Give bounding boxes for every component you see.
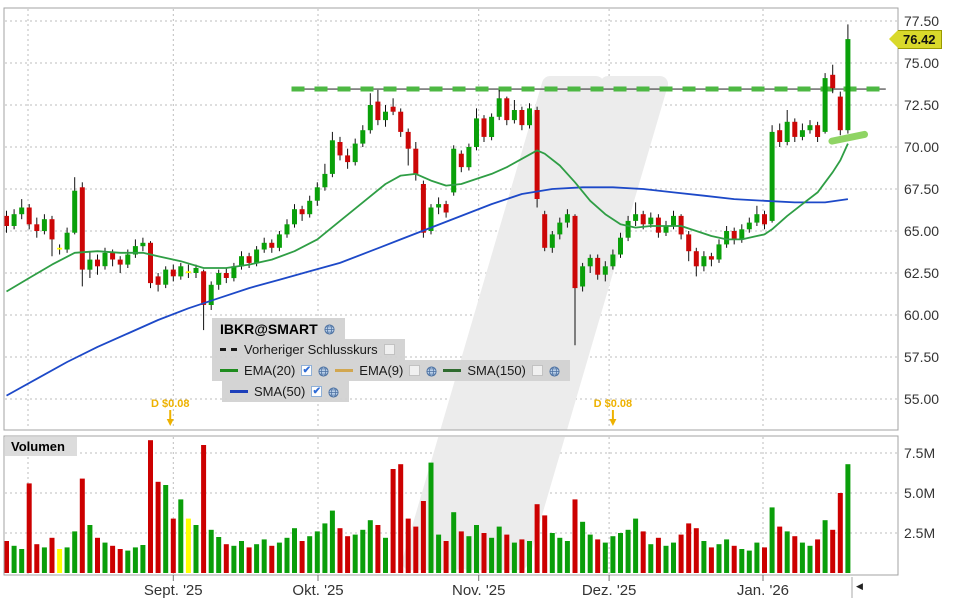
price-axis-label: 67.50: [904, 181, 940, 197]
month-ticks: [172, 575, 764, 581]
price-axis-label: 72.50: [904, 97, 940, 113]
volume-axis-label: 2.5M: [904, 525, 936, 541]
price-axis-label: 57.50: [904, 349, 940, 365]
legend-checkbox[interactable]: [409, 365, 421, 376]
globe-icon[interactable]: [324, 323, 335, 335]
last-price-tag: 76.42: [889, 29, 942, 49]
scroll-latest-arrow-icon[interactable]: ◀: [856, 581, 863, 591]
legend-label: SMA(150): [467, 363, 526, 378]
legend-title-row: IBKR@SMART: [212, 318, 345, 339]
legend-swatch: [220, 369, 238, 372]
globe-icon[interactable]: [318, 365, 329, 377]
legend-checkbox[interactable]: ✔: [311, 386, 323, 397]
price-tag-arrow-icon: [889, 30, 898, 49]
legend-label: Vorheriger Schlusskurs: [244, 342, 378, 357]
symbol-title: IBKR@SMART: [220, 320, 318, 337]
trendline-annotation[interactable]: [828, 130, 869, 145]
volume-axis-label: 5.0M: [904, 485, 936, 501]
legend: IBKR@SMART Vorheriger Schlusskurs EMA(20)…: [212, 318, 570, 402]
price-axis-label: 60.00: [904, 307, 940, 323]
legend-row: EMA(20) ✔ EMA(9) SMA(150): [212, 360, 570, 381]
price-axis-label: 70.00: [904, 139, 940, 155]
legend-swatch: [335, 369, 354, 372]
month-label: Dez. '25: [581, 582, 637, 599]
dividend-marker[interactable]: D $0.08: [151, 398, 190, 426]
price-axis-label: 65.00: [904, 223, 940, 239]
month-label: Sept. '25: [143, 582, 203, 599]
legend-checkbox[interactable]: ✔: [301, 365, 313, 376]
month-label: Okt. '25: [292, 582, 344, 599]
legend-swatch: [443, 369, 462, 372]
legend-label: EMA(9): [359, 363, 404, 378]
legend-row: Vorheriger Schlusskurs: [212, 339, 405, 360]
month-label: Jan. '26: [736, 582, 790, 599]
watermark-logo: [440, 76, 668, 430]
price-axis-label: 77.50: [904, 13, 940, 29]
dividend-marker[interactable]: D $0.08: [594, 398, 633, 426]
globe-icon[interactable]: [549, 365, 560, 377]
price-axis-label: 62.50: [904, 265, 940, 281]
svg-text:D $0.08: D $0.08: [151, 398, 190, 410]
month-label: Nov. '25: [451, 582, 506, 599]
legend-checkbox[interactable]: [531, 365, 543, 376]
volume-panel-title: Volumen: [5, 437, 77, 456]
ema20-line: [6, 143, 849, 293]
legend-rows: Vorheriger Schlusskurs EMA(20) ✔ EMA(9) SMA(…: [212, 339, 570, 402]
candles: [4, 39, 851, 305]
panel-borders: [3, 7, 899, 576]
legend-label: SMA(50): [254, 384, 306, 399]
legend-row: SMA(50) ✔: [222, 381, 350, 402]
sma50-line: [6, 186, 849, 397]
price-axis-label: 75.00: [904, 55, 940, 71]
legend-label: EMA(20): [244, 363, 296, 378]
volume-bars: [4, 440, 851, 573]
legend-swatch: [220, 348, 238, 351]
price-tag-value: 76.42: [898, 29, 942, 49]
volume-axis-label: 7.5M: [904, 445, 936, 461]
globe-icon[interactable]: [328, 386, 339, 398]
legend-checkbox[interactable]: [383, 344, 395, 355]
price-axis-label: 55.00: [904, 391, 940, 407]
globe-icon[interactable]: [426, 365, 437, 377]
svg-text:D $0.08: D $0.08: [594, 398, 633, 410]
legend-swatch: [230, 390, 248, 393]
candle-wicks: [6, 24, 849, 346]
